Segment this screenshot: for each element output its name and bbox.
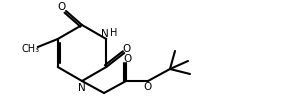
Text: O: O (122, 44, 130, 54)
Text: N: N (102, 29, 109, 39)
Text: N: N (78, 83, 86, 93)
Text: O: O (144, 82, 152, 92)
Text: O: O (124, 54, 132, 64)
Text: H: H (110, 28, 118, 38)
Text: O: O (58, 2, 66, 12)
Text: CH₃: CH₃ (22, 44, 40, 54)
